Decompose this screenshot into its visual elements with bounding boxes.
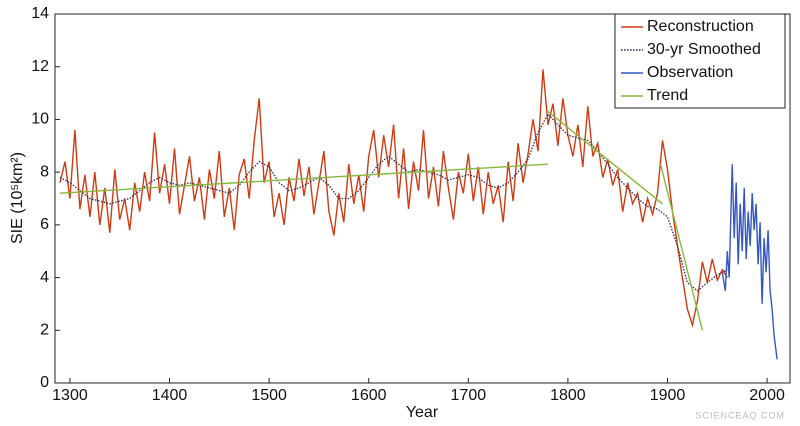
x-tick-label: 2000: [749, 387, 785, 404]
y-tick-label: 14: [31, 5, 49, 22]
y-tick-label: 8: [40, 163, 49, 180]
legend-label: Observation: [647, 64, 733, 81]
x-tick-label: 1800: [550, 387, 586, 404]
y-tick-label: 0: [40, 374, 49, 391]
x-tick-label: 1900: [650, 387, 686, 404]
x-tick-label: 1700: [451, 387, 487, 404]
plot-frame: [54, 13, 791, 384]
x-tick-label: 1600: [351, 387, 387, 404]
watermark: SCIENCEAQ.COM: [695, 410, 785, 420]
legend-box: [614, 13, 786, 109]
x-axis-label: Year: [406, 404, 439, 421]
y-tick-label: 6: [40, 216, 49, 233]
series-line: [721, 164, 778, 360]
legend-label: Reconstruction: [647, 18, 754, 35]
x-tick-label: 1300: [52, 387, 88, 404]
y-tick-label: 2: [40, 322, 49, 339]
y-tick-label: 4: [40, 269, 49, 286]
x-tick-label: 1400: [152, 387, 188, 404]
y-axis-label: SIE (10⁵km²): [9, 152, 26, 244]
legend-label: 30-yr Smoothed: [647, 41, 761, 58]
series-line: [59, 110, 704, 331]
series-line: [59, 113, 728, 292]
x-tick-label: 1500: [251, 387, 287, 404]
y-tick-label: 10: [31, 111, 49, 128]
y-tick-label: 12: [31, 58, 49, 75]
legend-label: Trend: [647, 87, 688, 104]
